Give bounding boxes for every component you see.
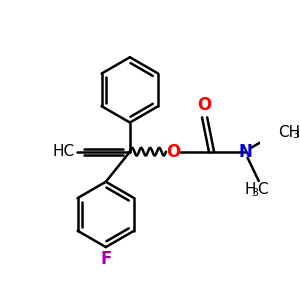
Text: H: H — [245, 182, 256, 197]
Text: CH: CH — [278, 125, 300, 140]
Text: HC: HC — [53, 144, 75, 159]
Text: 3: 3 — [292, 130, 299, 140]
Text: F: F — [100, 250, 112, 268]
Text: N: N — [238, 143, 252, 161]
Text: O: O — [166, 143, 180, 161]
Text: 3: 3 — [251, 188, 258, 198]
Text: C: C — [257, 182, 268, 197]
Text: O: O — [197, 96, 212, 114]
